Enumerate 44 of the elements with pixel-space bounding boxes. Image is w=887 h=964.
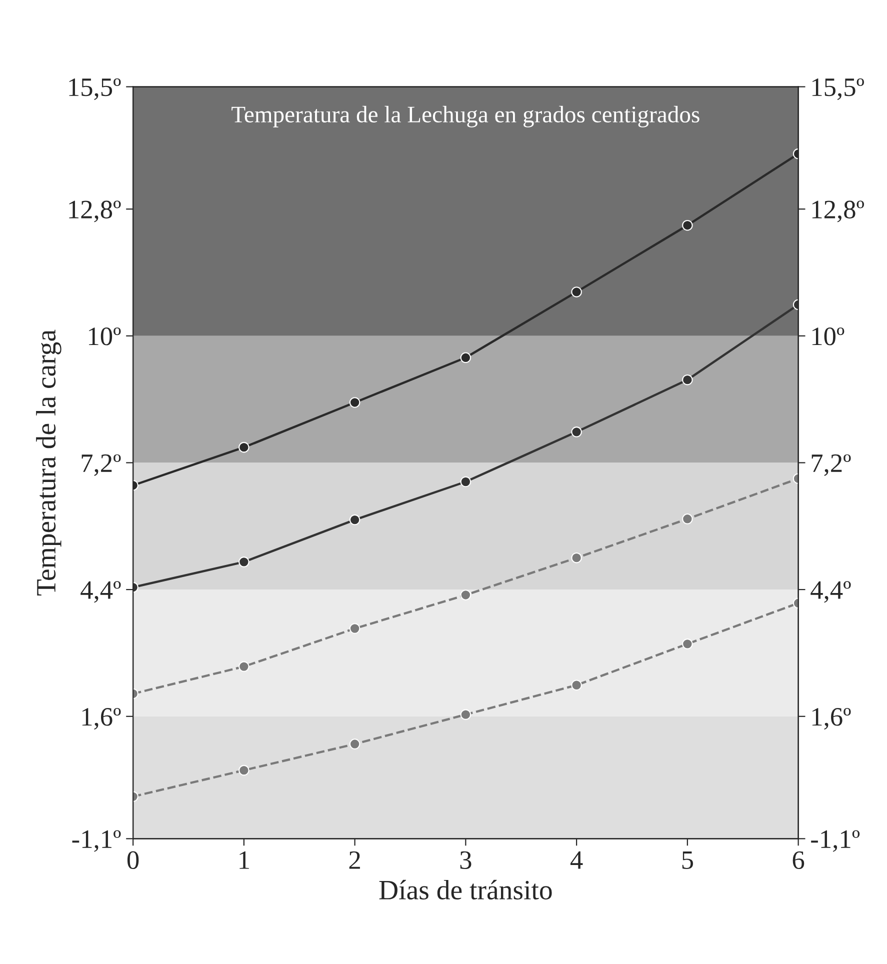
y2-tick-label: 7,2º	[812, 454, 851, 476]
y-tick-label: 10º	[88, 327, 121, 346]
y-tick-label: 15,5º	[69, 78, 121, 100]
point	[238, 556, 250, 568]
point	[349, 514, 360, 526]
x-tick-label: 3	[460, 851, 472, 870]
point	[460, 590, 472, 600]
point	[682, 514, 693, 524]
point	[571, 286, 582, 298]
point	[238, 442, 250, 453]
point	[682, 638, 693, 650]
point	[238, 661, 250, 672]
point	[571, 680, 582, 691]
point	[571, 552, 582, 564]
x-tick-label: 4	[570, 851, 583, 869]
x-tick-label: 1	[240, 851, 249, 869]
x-tick-label: 0	[127, 851, 139, 870]
point	[349, 397, 360, 408]
y-axis-title: Temperatura de la carga	[36, 330, 62, 596]
y-tick-label: 4,4º	[80, 581, 121, 603]
x-tick-label: 5	[682, 852, 693, 870]
y-tick-label: 7,2º	[82, 454, 121, 476]
band-label: Temperatura de la Lechuga en grados centigrados	[232, 106, 700, 128]
y2-tick-label: 10º	[812, 327, 844, 346]
point	[682, 220, 693, 231]
point	[682, 374, 693, 386]
y2-tick-label: -1,1º	[811, 830, 860, 852]
x-tick-label: 2	[349, 851, 360, 869]
point	[349, 738, 360, 750]
x-tick-label: 6	[792, 851, 804, 870]
y2-tick-label: 4,4º	[810, 581, 851, 603]
point	[238, 764, 250, 776]
y2-tick-label: 15,5º	[812, 78, 864, 100]
y2-tick-label: 12,8º	[812, 200, 864, 222]
y-tick-label: -1,1º	[72, 830, 121, 852]
y-tick-label: 12,8º	[69, 200, 121, 222]
point	[460, 352, 472, 364]
point	[460, 709, 472, 720]
y-tick-label: 1,6º	[82, 708, 121, 730]
point	[460, 476, 472, 488]
point	[571, 426, 582, 438]
point	[349, 623, 360, 634]
y2-tick-label: 1,6º	[812, 708, 851, 730]
x-axis-title: Días de tránsito	[379, 880, 552, 900]
